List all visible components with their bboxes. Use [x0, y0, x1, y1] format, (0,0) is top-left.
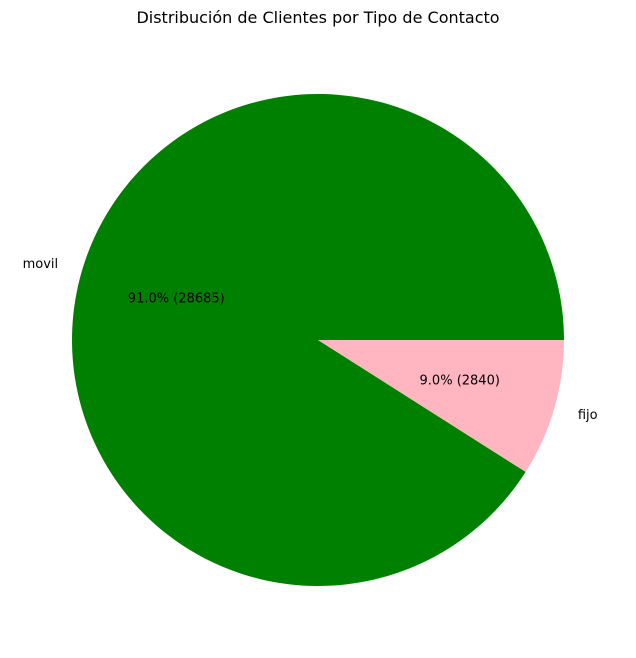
slice-value-movil: 91.0% (28685)	[128, 291, 225, 306]
pie-labels: movil 91.0% (28685) fijo 9.0% (2840)	[23, 257, 598, 423]
pie-slice-fijo	[318, 340, 564, 472]
slice-value-fijo: 9.0% (2840)	[420, 374, 500, 389]
slice-label-fijo: fijo	[578, 408, 598, 423]
slice-label-movil: movil	[23, 257, 59, 272]
pie-slice-movil	[71, 93, 565, 586]
pie-slices	[71, 93, 565, 586]
chart-title: Distribución de Clientes por Tipo de Con…	[136, 8, 499, 27]
